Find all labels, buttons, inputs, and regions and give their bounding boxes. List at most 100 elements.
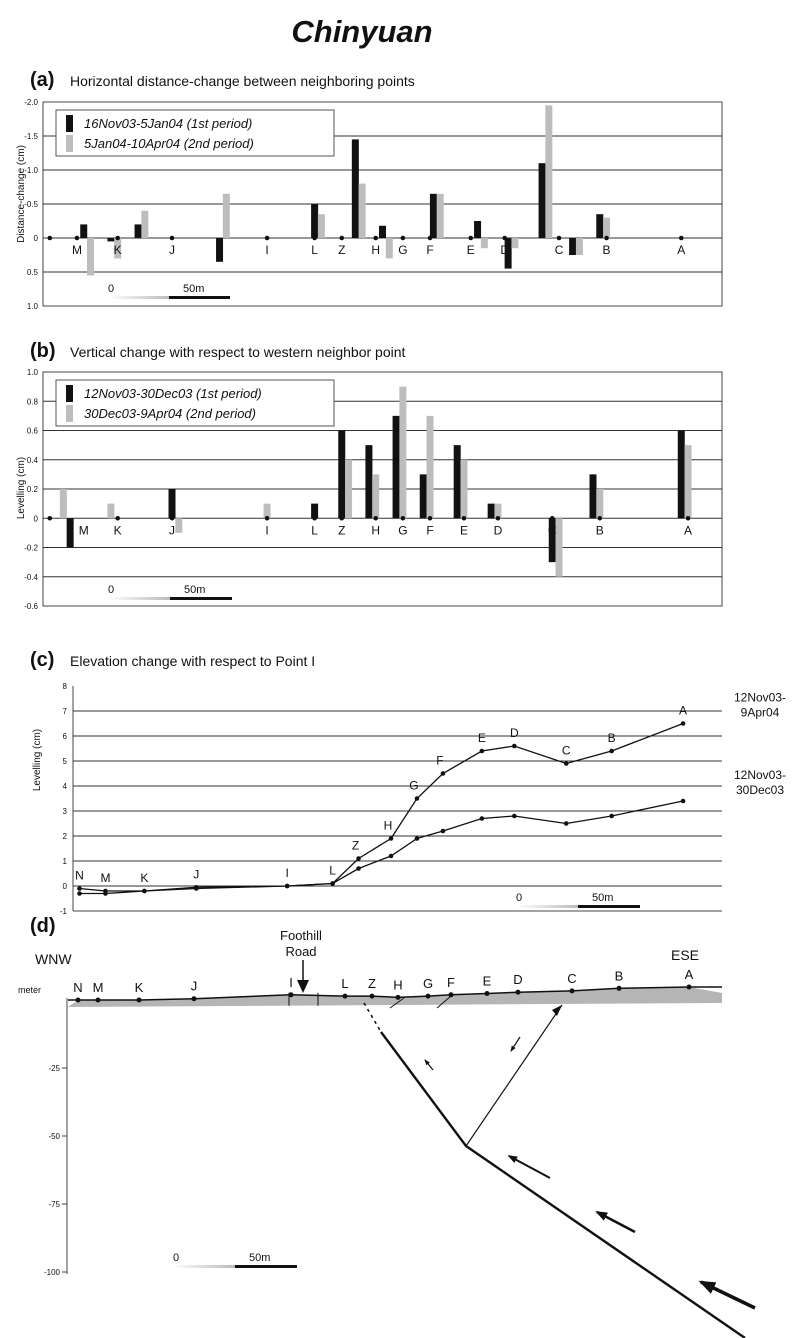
panel-d-scale-bar-light — [173, 1265, 235, 1268]
panel-a-point-label: A — [677, 243, 685, 257]
panel-a-bar-series1 — [474, 221, 482, 238]
road-label-line2: Road — [285, 944, 316, 959]
panel-a-bar-series1 — [596, 214, 604, 238]
panel-b-bar-series2 — [426, 415, 434, 519]
section-point — [616, 985, 622, 991]
section-point — [395, 994, 401, 1000]
section-point-label: E — [483, 974, 492, 989]
section-point — [425, 993, 431, 999]
slip-arrow-head-4 — [595, 1211, 608, 1221]
panel-c-ytick-label: 0 — [63, 882, 68, 891]
section-point-label: I — [289, 975, 293, 990]
panel-a-bar-series1 — [429, 193, 437, 238]
section-point — [686, 984, 692, 990]
panel-a-legend-label-1: 16Nov03-5Jan04 (1st period) — [84, 116, 252, 131]
panel-b-legend-swatch-1 — [66, 385, 73, 402]
panel-b-bar-series2 — [596, 489, 604, 519]
panel-c-point-2 — [194, 886, 199, 891]
slip-arrow-head-2 — [510, 1045, 516, 1052]
panel-b-bar-series2 — [684, 445, 692, 519]
panel-a-bar-series1 — [216, 238, 224, 262]
panel-d-scale-bar-start: 0 — [173, 1252, 179, 1264]
panel-b-bar-series1 — [677, 430, 685, 519]
panel-b-bar-series2 — [175, 518, 183, 533]
panel-c-point-2 — [388, 853, 394, 859]
panel-a-point-label: I — [265, 243, 268, 257]
panel-a-ylabel: Distance-change (cm) — [16, 145, 27, 243]
branch-fault-arrowhead — [552, 1005, 562, 1016]
panel-b-scale-bar-light — [108, 597, 170, 600]
section-point-label: K — [135, 980, 144, 995]
panel-c-point-2 — [284, 883, 290, 889]
panel-a-bar-series1 — [379, 225, 386, 238]
panel-c-point-label: M — [100, 871, 110, 885]
panel-c-point-2 — [563, 821, 569, 826]
panel-b-point-label: G — [398, 523, 407, 537]
section-point — [136, 997, 142, 1003]
panel-a-point-label: F — [426, 243, 433, 257]
direction-right-label: ESE — [671, 947, 699, 963]
panel-c-point-1 — [512, 743, 517, 749]
panel-b-zero-dot — [495, 515, 501, 521]
panel-b-bar-series2 — [263, 503, 271, 519]
panel-c-series-label-2-line2: 30Dec03 — [736, 783, 784, 797]
panel-a-ytick-label: 0 — [34, 234, 39, 243]
panel-a-point-label: B — [603, 243, 611, 257]
panel-c-point-2 — [142, 888, 147, 894]
panel-a-scale-bar-end: 50m — [183, 283, 204, 295]
panel-b-zero-dot — [685, 515, 691, 521]
panel-c-elevation-change: (c) Elevation change with respect to Poi… — [30, 649, 786, 916]
panel-b-zero-dot — [549, 515, 555, 521]
panel-b-legend-label-1: 12Nov03-30Dec03 (1st period) — [84, 386, 262, 401]
panel-c-point-label: G — [409, 779, 418, 793]
panel-a-bar-series1 — [107, 238, 115, 242]
panel-b-point-label: F — [426, 523, 433, 537]
panel-a-zero-dot — [502, 235, 508, 241]
panel-a-zero-dot — [373, 235, 379, 241]
panel-b-zero-dot — [597, 515, 603, 521]
section-point-label: B — [615, 968, 624, 983]
panel-b-zero-dot — [427, 515, 433, 521]
panel-a-ytick-label: -2.0 — [24, 98, 38, 107]
panel-a-bar-series1 — [311, 204, 319, 238]
panel-b-point-label: I — [265, 523, 268, 537]
panel-c-point-1 — [77, 886, 82, 891]
panel-a-legend-swatch-1 — [66, 115, 73, 132]
panel-a-scale-bar-dark — [169, 296, 230, 299]
section-point-label: H — [393, 977, 402, 992]
panel-c-series-line-2 — [79, 800, 684, 895]
section-point — [484, 991, 490, 996]
panel-c-point-label: E — [478, 731, 486, 745]
section-point — [369, 993, 375, 999]
panel-c-scale-bar-light — [516, 905, 578, 908]
panel-c-point-label: J — [193, 867, 199, 881]
panel-a-zero-dot — [556, 235, 562, 241]
panel-a-bar-series2 — [603, 217, 611, 238]
panel-d-scale-bar-dark — [235, 1265, 297, 1268]
panel-c-point-1 — [356, 856, 361, 861]
panel-c-point-2 — [414, 836, 420, 841]
slip-arrow-head-1 — [424, 1059, 430, 1066]
panel-c-point-2 — [512, 813, 517, 819]
panel-c-point-label: D — [510, 726, 519, 740]
panel-b-zero-dot — [312, 515, 317, 521]
panel-c-title: Elevation change with respect to Point I — [70, 653, 315, 669]
panel-b-bar-series1 — [168, 489, 176, 519]
panel-b-ytick-label: -0.6 — [24, 602, 38, 611]
panel-b-scale-bar-start: 0 — [108, 584, 114, 596]
panel-b-bar-series1 — [548, 518, 556, 563]
panel-a-point-label: C — [555, 243, 564, 257]
surface-tick-f — [436, 995, 452, 1009]
panel-a-point-label: L — [311, 243, 318, 257]
slip-arrow-head-5 — [698, 1280, 717, 1294]
panel-b-legend-box — [55, 379, 335, 427]
panel-b-point-label: L — [311, 523, 318, 537]
slip-arrow-head-3 — [507, 1155, 518, 1163]
ground-shading — [68, 987, 722, 1007]
panel-a-bar-series2 — [385, 238, 393, 259]
depth-tick-label: -25 — [48, 1064, 60, 1073]
panel-a-ytick-label: -0.5 — [24, 200, 38, 209]
panel-a-bar-series2 — [87, 238, 95, 276]
panel-c-point-label: K — [140, 871, 148, 885]
